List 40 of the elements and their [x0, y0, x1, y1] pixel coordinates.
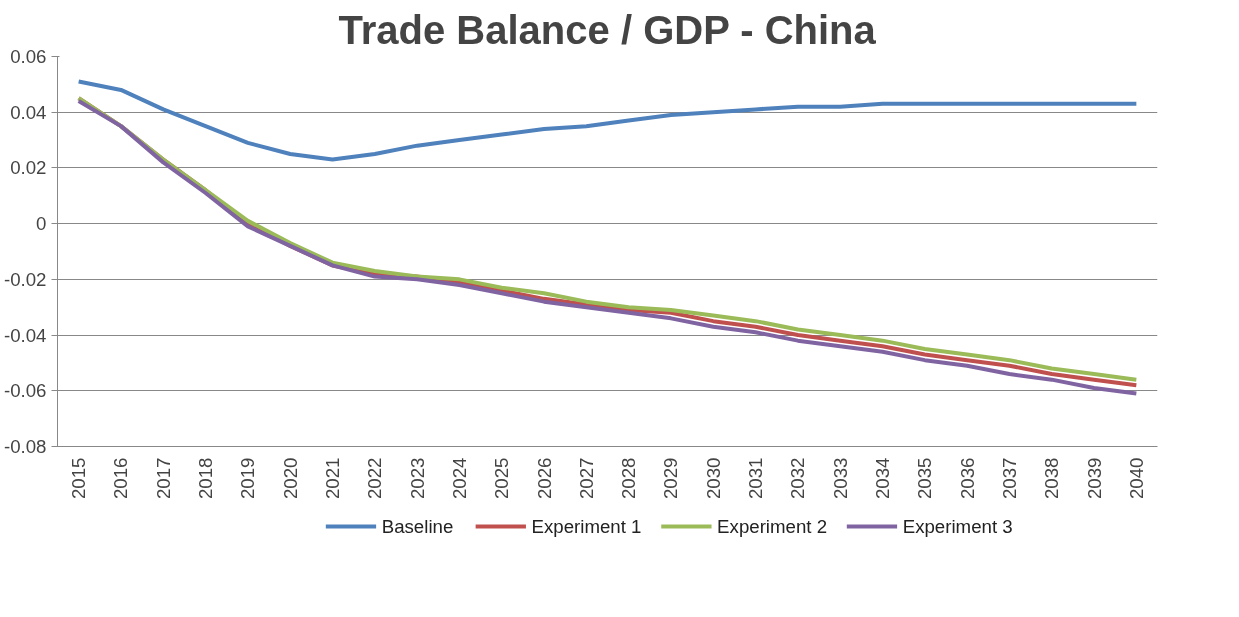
- x-tick-label: 2038: [1041, 457, 1063, 499]
- legend-label: Experiment 3: [902, 516, 1013, 537]
- x-tick-label: 2037: [998, 457, 1020, 499]
- x-tick-label: 2030: [702, 457, 724, 499]
- x-tick-label: 2039: [1083, 457, 1105, 499]
- y-tick-label: -0.08: [3, 436, 47, 457]
- x-tick-label: 2017: [152, 457, 174, 499]
- x-tick-label: 2016: [110, 457, 132, 499]
- y-tick-label: -0.06: [3, 380, 47, 402]
- x-tick-label: 2031: [745, 457, 767, 499]
- x-tick-label: 2022: [364, 457, 386, 499]
- y-tick-label: 0.06: [10, 46, 47, 67]
- legend-label: Experiment 2: [717, 516, 828, 537]
- y-tick-label: 0.04: [10, 101, 47, 123]
- y-tick-label: 0: [36, 213, 47, 235]
- x-tick-label: 2021: [322, 457, 343, 499]
- x-tick-label: 2025: [491, 457, 513, 499]
- x-tick-label: 2032: [787, 457, 809, 499]
- x-tick-label: 2035: [914, 457, 936, 499]
- x-tick-label: 2026: [533, 457, 555, 499]
- y-tick-label: 0.02: [10, 157, 47, 179]
- x-tick-label: 2028: [618, 457, 640, 499]
- x-tick-label: 2036: [956, 457, 978, 499]
- x-tick-label: 2033: [829, 457, 851, 499]
- chart-title: Trade Balance / GDP - China: [338, 7, 877, 52]
- x-tick-label: 2024: [448, 457, 470, 499]
- legend-label: Experiment 1: [531, 516, 642, 537]
- x-tick-label: 2040: [1125, 457, 1147, 499]
- x-tick-label: 2020: [279, 457, 301, 499]
- x-tick-label: 2015: [68, 457, 90, 499]
- x-tick-label: 2027: [575, 457, 597, 499]
- x-tick-label: 2023: [406, 457, 428, 499]
- x-tick-label: 2034: [872, 457, 893, 499]
- legend-label: Baseline: [381, 516, 454, 537]
- y-tick-label: -0.02: [3, 268, 47, 290]
- x-tick-label: 2019: [237, 457, 259, 499]
- y-tick-label: -0.04: [3, 324, 47, 346]
- x-tick-label: 2018: [195, 457, 217, 499]
- line-series: [76, 79, 1139, 162]
- x-tick-label: 2029: [660, 457, 682, 499]
